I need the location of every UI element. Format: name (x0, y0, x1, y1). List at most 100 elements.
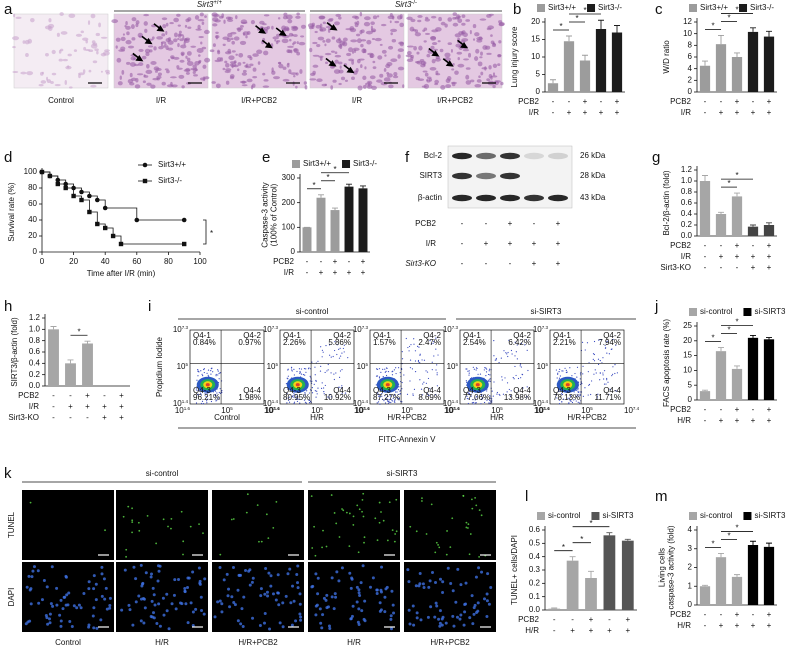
event (558, 403, 561, 405)
treatment-name: PCB2 (415, 219, 436, 228)
cell (277, 603, 281, 607)
tissue (363, 21, 371, 27)
cell (478, 555, 480, 558)
cell (100, 572, 104, 576)
event (577, 391, 580, 394)
cell (274, 598, 278, 602)
event (418, 361, 420, 364)
treatment-value: + (767, 621, 772, 630)
treatment-value: + (735, 416, 740, 425)
cell (202, 532, 204, 535)
tick-exponent: 1.4 (272, 399, 279, 404)
tick-label: 107.3 (173, 325, 189, 334)
event (593, 353, 595, 356)
treatment-name: PCB2 (670, 610, 691, 619)
event (483, 401, 486, 404)
tissue (262, 23, 267, 26)
tissue (239, 40, 247, 46)
quadrant-name: Q4-3 (463, 386, 481, 395)
tissue (447, 42, 453, 46)
event (328, 397, 330, 399)
tissue (338, 44, 342, 48)
cell (380, 565, 384, 569)
tissue (204, 76, 210, 80)
event (417, 359, 420, 362)
event (423, 381, 425, 383)
tissue (20, 71, 27, 75)
tick-base: 10 (263, 325, 272, 334)
cell (50, 565, 54, 569)
tick-label: 107.4 (534, 406, 550, 415)
bar (763, 339, 775, 400)
tissue (54, 83, 61, 87)
cell (28, 588, 32, 592)
event (311, 380, 313, 382)
tissue (62, 58, 68, 62)
tissue (200, 41, 203, 45)
event (288, 396, 290, 398)
event (468, 372, 470, 374)
bar (715, 44, 727, 92)
cell (146, 514, 149, 517)
tissue (317, 36, 325, 41)
cell (218, 599, 222, 603)
tick-label: 105 (447, 362, 459, 371)
event (324, 371, 326, 374)
tissue (38, 83, 44, 87)
tick-label: 107.4 (264, 406, 280, 415)
event (408, 345, 411, 348)
micrograph (116, 490, 208, 560)
tissue (12, 46, 16, 49)
significance-label: * (727, 532, 730, 541)
event (427, 394, 430, 397)
tissue (418, 45, 423, 51)
cell (102, 577, 106, 581)
event (466, 397, 468, 400)
event (390, 399, 393, 401)
event (505, 352, 507, 354)
quadrant-value: 77.06% (463, 393, 490, 402)
panel-letter: c (655, 1, 663, 18)
tissue (324, 83, 328, 86)
event (339, 370, 342, 372)
cell (435, 604, 439, 608)
event (309, 380, 311, 382)
event (416, 345, 419, 347)
tissue (435, 70, 439, 75)
tissue (176, 13, 181, 17)
cell (262, 621, 266, 625)
cell (25, 585, 29, 589)
group-label: si-control (146, 469, 179, 478)
y-tick-label: 0.5 (529, 538, 541, 547)
error-bar (750, 224, 756, 227)
cell (186, 621, 190, 625)
event (470, 395, 472, 397)
event (219, 392, 222, 394)
quadrant-name: Q4-3 (553, 386, 571, 395)
event (333, 378, 335, 381)
cell (421, 500, 423, 502)
tissue (150, 84, 156, 89)
cell (295, 572, 299, 576)
y-axis-label: Propidium Iodide (155, 336, 164, 397)
treatment-value: + (767, 97, 772, 106)
tissue (472, 23, 477, 29)
tick-label: 101.4 (353, 399, 369, 408)
tissue (469, 30, 472, 35)
tissue (278, 61, 282, 65)
event (321, 382, 323, 384)
cell (91, 614, 95, 618)
cell (485, 599, 489, 603)
error-bar (766, 542, 772, 547)
tissue (211, 81, 216, 84)
event (579, 393, 581, 395)
cell (46, 622, 50, 626)
y-axis-label: TUNEL+ cells/DAPI (510, 535, 519, 605)
event (579, 394, 581, 396)
cell (389, 614, 393, 618)
event (397, 367, 400, 369)
panel-letter: f (405, 149, 410, 166)
quadrant-name: Q4-2 (243, 331, 261, 340)
y-tick-label: 60 (28, 199, 37, 208)
treatment-value: - (52, 391, 55, 400)
